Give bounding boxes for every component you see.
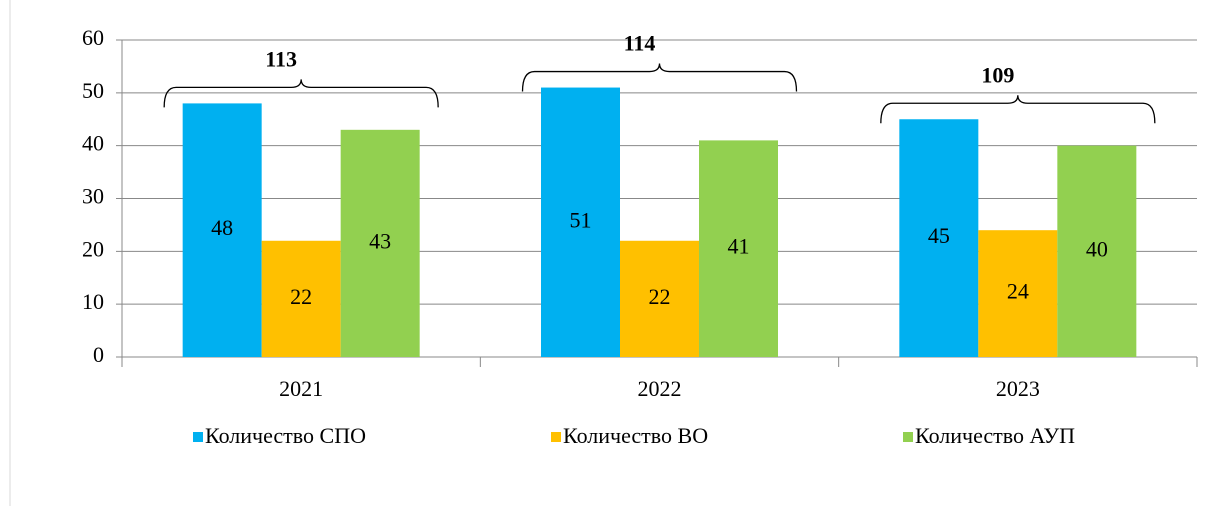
y-tick-label: 0: [93, 342, 104, 367]
data-label: 45: [928, 223, 950, 248]
bar: [340, 129, 420, 357]
brace: [163, 79, 439, 108]
y-tick-label: 40: [82, 131, 104, 156]
data-label: 41: [728, 234, 750, 259]
bar: [541, 87, 620, 358]
data-label: 43: [369, 228, 391, 253]
y-tick-label: 10: [82, 289, 104, 314]
legend-swatch: [193, 432, 203, 442]
y-tick-label: 20: [82, 236, 104, 261]
group-total: 109: [981, 62, 1014, 87]
brace: [521, 63, 798, 92]
x-tick-label: 2023: [996, 376, 1040, 401]
x-tick-label: 2022: [638, 376, 682, 401]
legend-label: Количество ВО: [563, 423, 708, 448]
data-label: 24: [1007, 279, 1029, 304]
data-label: 51: [570, 207, 592, 232]
data-label: 48: [211, 215, 233, 240]
data-label: 22: [649, 284, 671, 309]
legend-swatch: [903, 432, 913, 442]
bar: [1057, 145, 1137, 357]
legend-label: Количество АУП: [915, 423, 1075, 448]
bar: [978, 230, 1058, 357]
legend-label: Количество СПО: [205, 423, 366, 448]
group-total: 114: [624, 31, 656, 56]
group-total: 113: [265, 46, 297, 71]
x-tick-label: 2021: [279, 376, 323, 401]
bar: [899, 119, 979, 357]
y-tick-label: 60: [82, 25, 104, 50]
data-label: 22: [290, 284, 312, 309]
brace: [880, 95, 1156, 124]
bar: [620, 240, 699, 357]
legend-swatch: [551, 432, 561, 442]
data-label: 40: [1086, 236, 1108, 261]
bar: [261, 240, 341, 357]
y-tick-label: 30: [82, 184, 104, 209]
y-tick-label: 50: [82, 78, 104, 103]
bar: [699, 140, 778, 357]
bar: [182, 103, 262, 358]
